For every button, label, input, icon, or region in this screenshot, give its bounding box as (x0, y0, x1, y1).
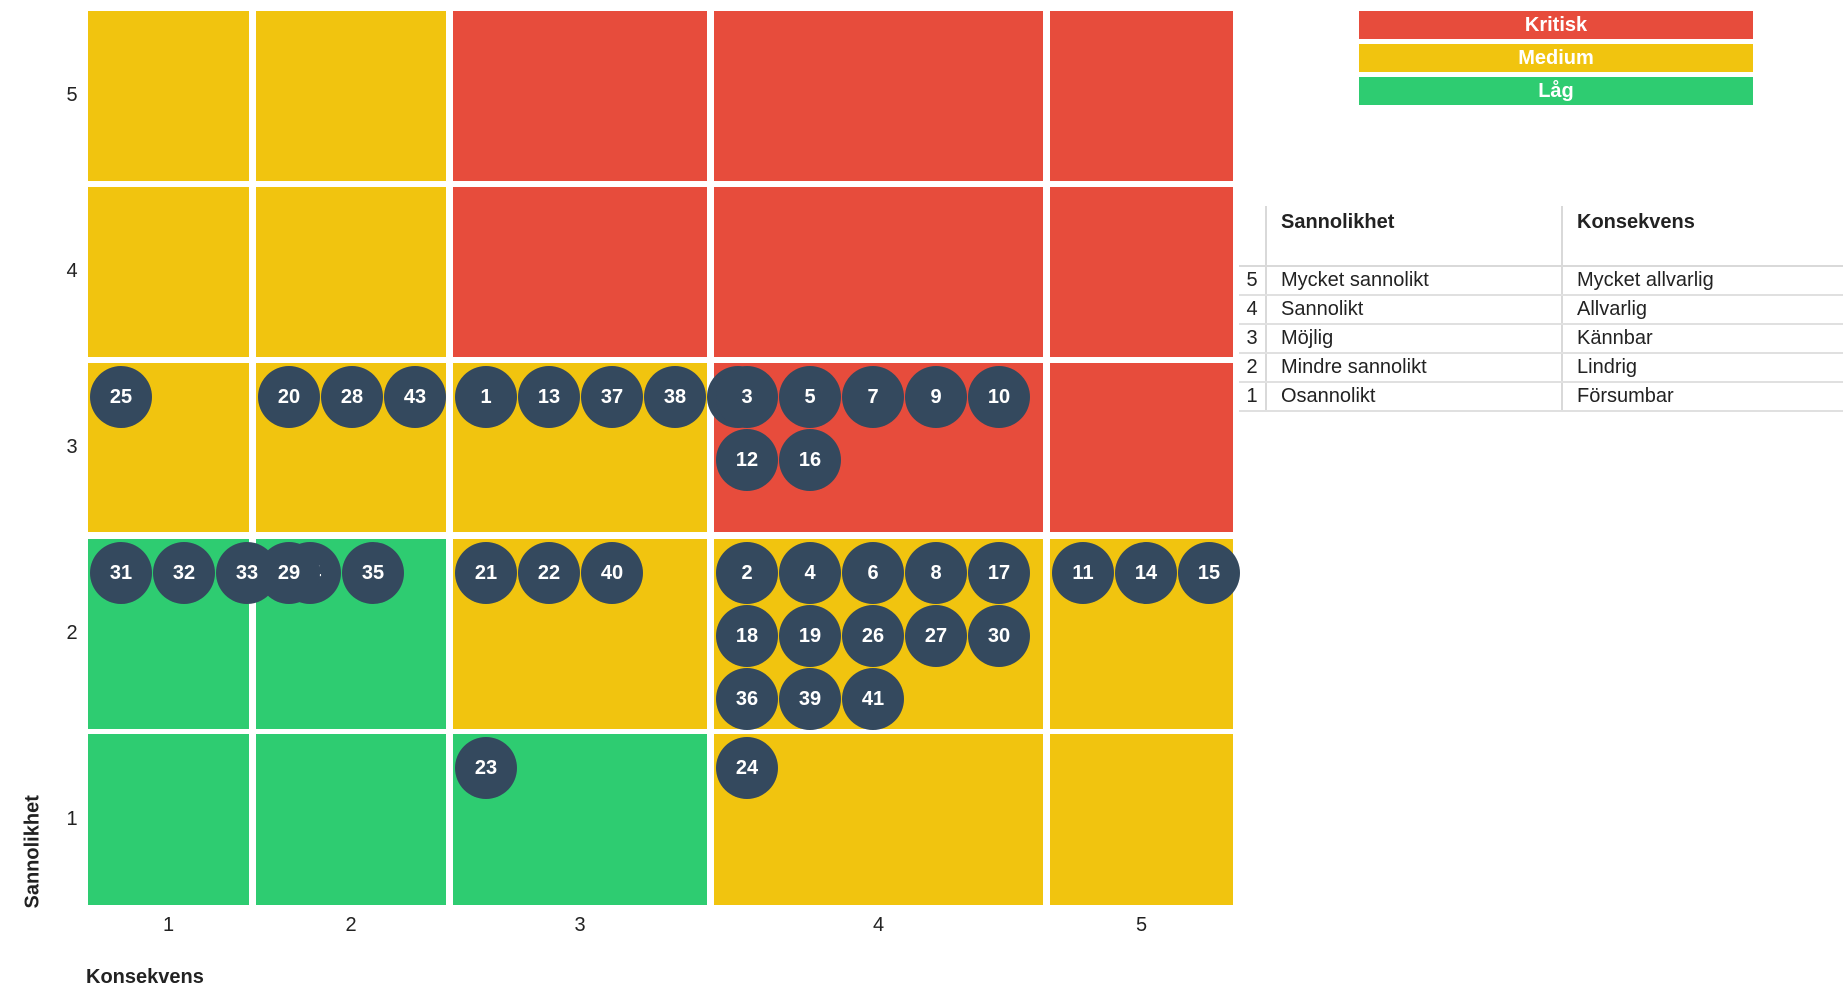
risk-marker[interactable]: 13 (518, 366, 580, 428)
risk-marker[interactable]: 26 (842, 605, 904, 667)
risk-marker[interactable]: 5 (779, 366, 841, 428)
table-cell-konsekvens: Lindrig (1562, 353, 1843, 383)
y-axis-label: Sannolikhet (21, 795, 44, 909)
risk-marker[interactable]: 37 (581, 366, 643, 428)
risk-marker[interactable]: 17 (968, 542, 1030, 604)
risk-marker[interactable]: 20 (258, 366, 320, 428)
y-tick-label: 1 (66, 807, 78, 830)
table-cell-num: 3 (1239, 324, 1267, 354)
risk-marker[interactable]: 40 (581, 542, 643, 604)
risk-marker[interactable]: 11 (1052, 542, 1114, 604)
risk-marker[interactable]: 25 (90, 366, 152, 428)
risk-marker[interactable]: 8 (905, 542, 967, 604)
table-cell-num: 1 (1239, 382, 1267, 412)
risk-marker[interactable]: 22 (518, 542, 580, 604)
risk-marker[interactable]: 19 (779, 605, 841, 667)
matrix-cell (714, 11, 1043, 181)
matrix-cell (453, 11, 707, 181)
matrix-cell (88, 734, 249, 905)
table-header-row: Sannolikhet Konsekvens (1239, 206, 1843, 267)
matrix-cell (256, 11, 446, 181)
table-cell-num: 4 (1239, 295, 1267, 325)
risk-marker[interactable]: 6 (842, 542, 904, 604)
table-cell-konsekvens: Kännbar (1562, 324, 1843, 354)
legend-medium: Medium (1359, 44, 1753, 72)
table-cell-sannolikhet: Sannolikt (1266, 295, 1563, 325)
risk-marker[interactable]: 29 (258, 542, 320, 604)
table-row: 2 Mindre sannolikt Lindrig (1239, 353, 1843, 383)
risk-marker[interactable]: 9 (905, 366, 967, 428)
table-header-num (1239, 206, 1267, 267)
risk-marker[interactable]: 15 (1178, 542, 1240, 604)
risk-marker[interactable]: 28 (321, 366, 383, 428)
legend-kritisk: Kritisk (1359, 11, 1753, 39)
y-tick-label: 3 (66, 435, 78, 458)
risk-marker[interactable]: 4 (779, 542, 841, 604)
table-row: 4 Sannolikt Allvarlig (1239, 295, 1843, 325)
table-header-konsekvens: Konsekvens (1562, 206, 1843, 267)
risk-marker[interactable]: 31 (90, 542, 152, 604)
x-axis-label: Konsekvens (86, 966, 204, 988)
matrix-cell (256, 734, 446, 905)
matrix-cell (453, 187, 707, 357)
legend-lag: Låg (1359, 77, 1753, 105)
risk-marker[interactable]: 7 (842, 366, 904, 428)
matrix-cell (256, 187, 446, 357)
table-cell-sannolikhet: Mindre sannolikt (1266, 353, 1563, 383)
table-cell-sannolikhet: Möjlig (1266, 324, 1563, 354)
risk-marker[interactable]: 38 (644, 366, 706, 428)
risk-marker[interactable]: 3 (716, 366, 778, 428)
scale-table: Sannolikhet Konsekvens 5 Mycket sannolik… (1239, 206, 1843, 412)
risk-marker[interactable]: 14 (1115, 542, 1177, 604)
matrix-cell (1050, 11, 1233, 181)
risk-marker[interactable]: 21 (455, 542, 517, 604)
table-cell-sannolikhet: Mycket sannolikt (1266, 266, 1563, 296)
risk-marker[interactable]: 10 (968, 366, 1030, 428)
x-tick-label: 3 (574, 914, 586, 936)
risk-marker[interactable]: 1 (455, 366, 517, 428)
table-row: 1 Osannolikt Försumbar (1239, 382, 1843, 412)
risk-marker[interactable]: 41 (842, 668, 904, 730)
risk-marker[interactable]: 12 (716, 429, 778, 491)
matrix-cell (1050, 187, 1233, 357)
table-row: 3 Möjlig Kännbar (1239, 324, 1843, 354)
risk-marker[interactable]: 35 (342, 542, 404, 604)
x-tick-label: 1 (162, 914, 175, 936)
x-tick-label: 2 (345, 914, 357, 936)
risk-marker[interactable]: 39 (779, 668, 841, 730)
risk-marker[interactable]: 30 (968, 605, 1030, 667)
table-header-sannolikhet: Sannolikhet (1266, 206, 1563, 267)
matrix-cell (88, 187, 249, 357)
risk-marker[interactable]: 24 (716, 737, 778, 799)
matrix-cell (714, 187, 1043, 357)
table-cell-konsekvens: Allvarlig (1562, 295, 1843, 325)
y-tick-label: 4 (66, 260, 78, 282)
x-tick-label: 4 (872, 914, 885, 936)
y-tick-label: 2 (66, 622, 78, 644)
risk-marker[interactable]: 23 (455, 737, 517, 799)
table-cell-konsekvens: Försumbar (1562, 382, 1843, 412)
table-cell-num: 2 (1239, 353, 1267, 383)
table-cell-konsekvens: Mycket allvarlig (1562, 266, 1843, 296)
risk-marker[interactable]: 18 (716, 605, 778, 667)
table-cell-sannolikhet: Osannolikt (1266, 382, 1563, 412)
risk-marker[interactable]: 36 (716, 668, 778, 730)
risk-marker[interactable]: 27 (905, 605, 967, 667)
matrix-cell (88, 11, 249, 181)
risk-marker[interactable]: 2 (716, 542, 778, 604)
risk-marker[interactable]: 32 (153, 542, 215, 604)
x-tick-label: 5 (1135, 914, 1148, 936)
y-tick-label: 5 (66, 84, 78, 106)
risk-marker[interactable]: 16 (779, 429, 841, 491)
matrix-cell (1050, 734, 1233, 905)
table-row: 5 Mycket sannolikt Mycket allvarlig (1239, 266, 1843, 296)
matrix-cell (1050, 363, 1233, 532)
risk-marker[interactable]: 43 (384, 366, 446, 428)
table-cell-num: 5 (1239, 266, 1267, 296)
